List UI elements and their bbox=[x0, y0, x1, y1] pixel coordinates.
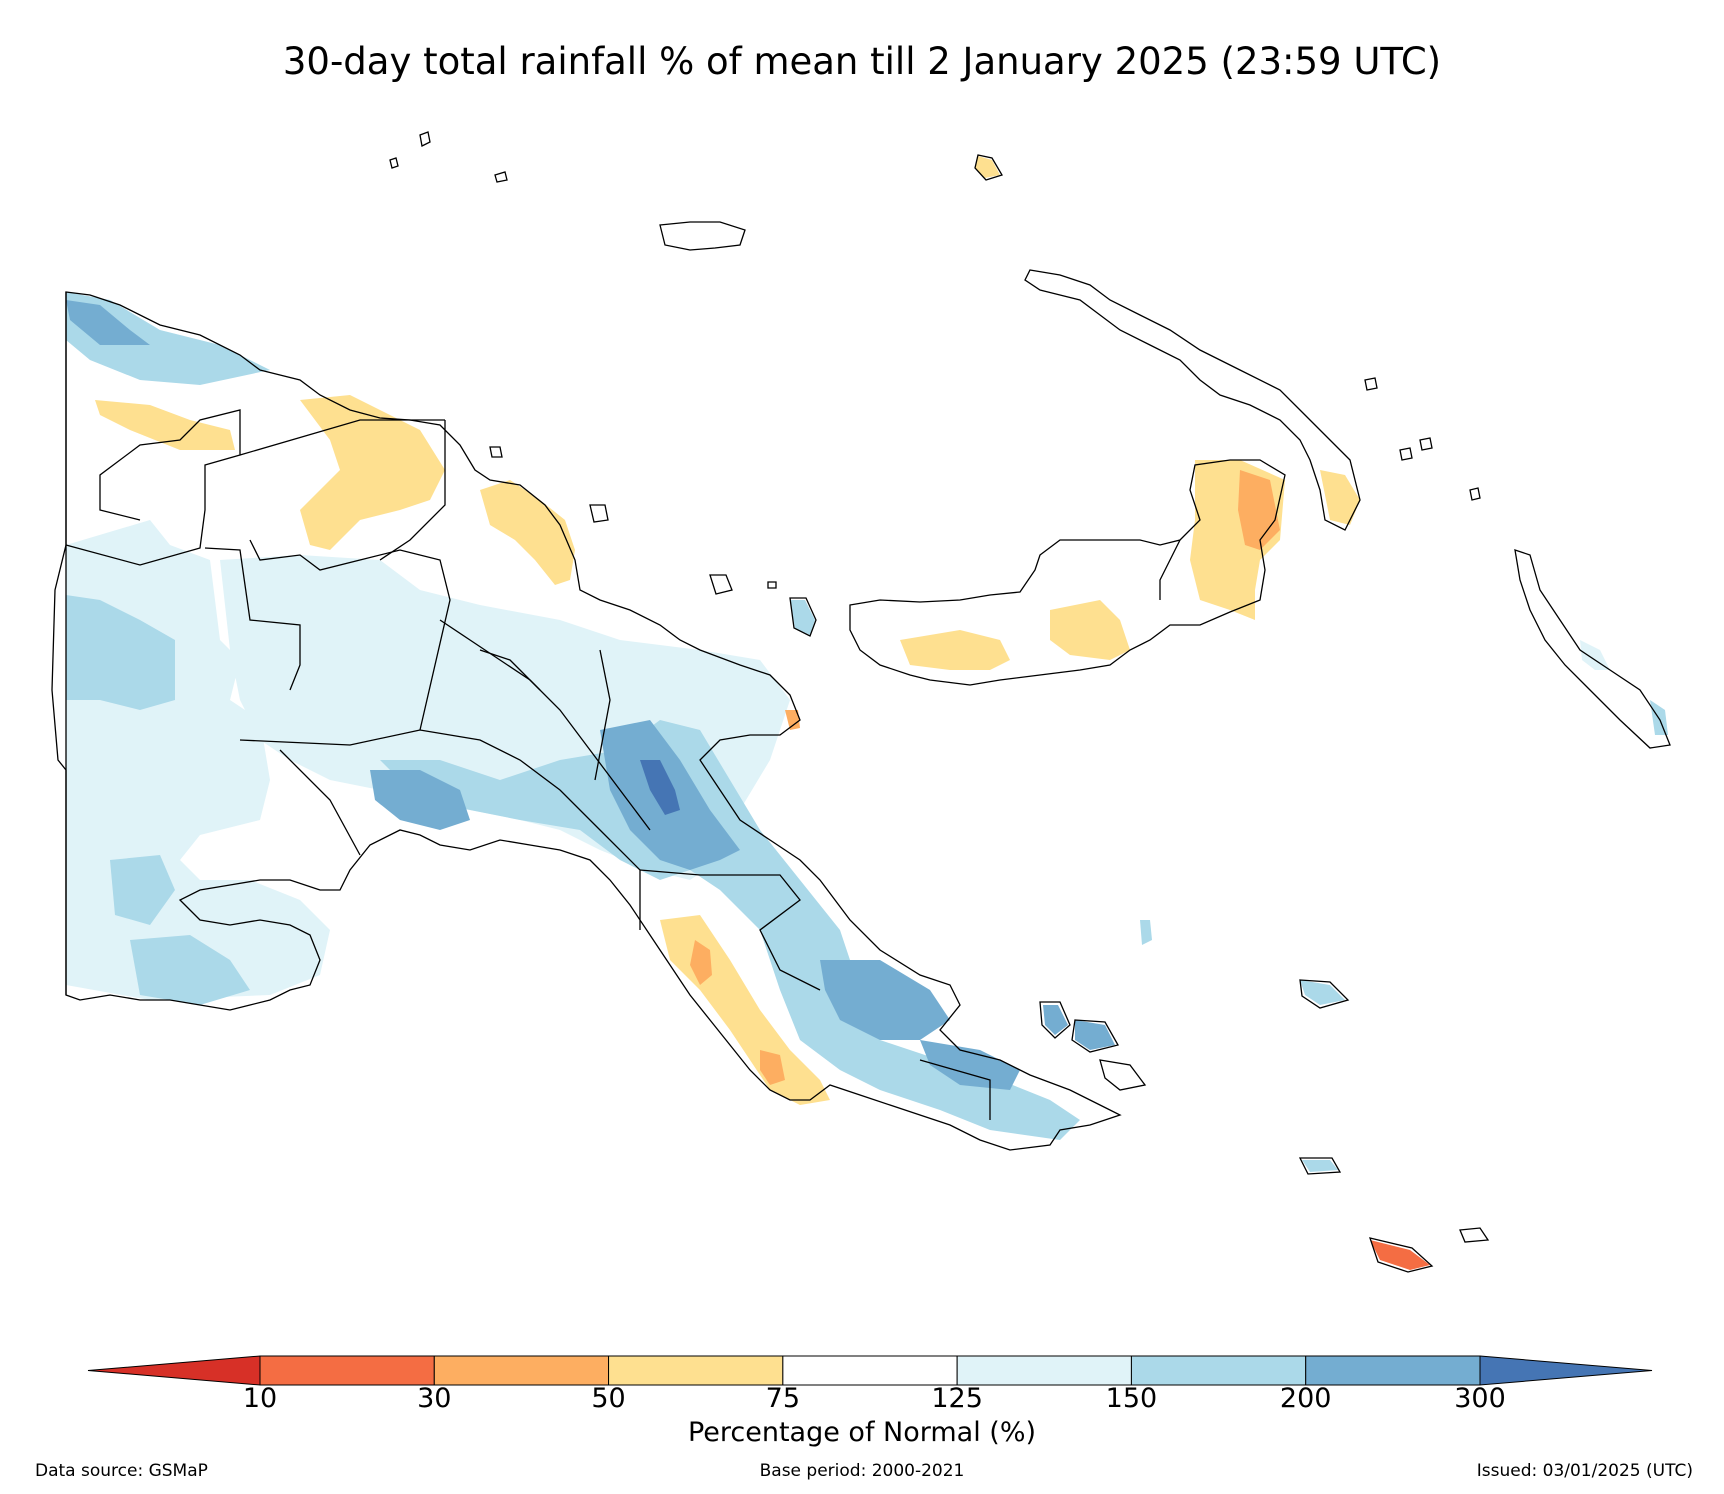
fergusson-island bbox=[1071, 1019, 1119, 1053]
new-britain-coastline bbox=[849, 459, 1286, 686]
bougainville-coastline bbox=[1514, 549, 1671, 749]
colorbar-tick-label: 10 bbox=[242, 1383, 278, 1414]
goodenough-island bbox=[1039, 1001, 1071, 1039]
woodlark-island bbox=[1298, 1157, 1342, 1175]
province-boundary-6 bbox=[239, 419, 445, 456]
new-ireland-dry bbox=[1320, 470, 1360, 525]
northwest-coast-blue bbox=[66, 292, 270, 385]
province-boundary-11 bbox=[639, 869, 821, 991]
colorbar-tick-label: 50 bbox=[591, 1383, 626, 1414]
colorbar-tick-label: 125 bbox=[931, 1383, 983, 1414]
colorbar-under-extension bbox=[87, 1355, 261, 1386]
colorbar-bin-200-300 bbox=[1305, 1355, 1481, 1386]
colorbar-over-extension bbox=[1479, 1355, 1653, 1386]
province-boundary-7 bbox=[379, 420, 446, 561]
island-blue-karkar bbox=[790, 600, 815, 635]
colorbar-bin-150-200 bbox=[1130, 1355, 1307, 1386]
province-boundary-8 bbox=[439, 619, 651, 831]
colorbar-tick-label: 30 bbox=[417, 1383, 452, 1414]
northwest-coast-dark-blue bbox=[66, 300, 150, 345]
colorbar-bin-125-150 bbox=[956, 1355, 1132, 1386]
normanby-island bbox=[1099, 1059, 1147, 1091]
north-island-2 bbox=[589, 504, 609, 523]
gulf-dark-blue-patch bbox=[370, 770, 470, 830]
new-britain-orange-core bbox=[1238, 470, 1280, 550]
west-mid-blue-patch-3 bbox=[130, 935, 250, 1005]
province-boundary-3 bbox=[239, 729, 641, 930]
manus-dry bbox=[975, 156, 1000, 178]
long-island bbox=[709, 574, 733, 595]
rossel-island bbox=[1369, 1237, 1434, 1273]
west-mid-blue-patch-1 bbox=[66, 595, 175, 710]
north-tiny-island-1 bbox=[419, 131, 431, 147]
trobriand-islands bbox=[1299, 979, 1350, 1009]
north-tiny-island-3 bbox=[494, 171, 508, 183]
new-britain-dry-center bbox=[1050, 600, 1130, 660]
rainfall-shading bbox=[66, 156, 1668, 1270]
island-blue-fergusson bbox=[1075, 1020, 1115, 1050]
colorbar-bin-10-30 bbox=[259, 1355, 435, 1386]
west-mid-blue-patch-2 bbox=[110, 855, 175, 925]
central-province-orange-1 bbox=[690, 940, 712, 985]
province-boundary-10 bbox=[479, 649, 541, 691]
colorbar-bin-50-75 bbox=[608, 1355, 784, 1386]
colorbar-tick-label: 300 bbox=[1454, 1383, 1506, 1414]
island-blue-trobriand bbox=[1300, 980, 1345, 1005]
sepik-dry-patch-2 bbox=[300, 395, 445, 550]
island-blue-dentrecasteaux bbox=[1140, 920, 1152, 945]
east-tiny-island-1 bbox=[1399, 447, 1413, 461]
north-tiny-island-2 bbox=[389, 157, 399, 169]
north-island-4 bbox=[767, 581, 777, 589]
karkar-island bbox=[789, 597, 817, 637]
central-darkest-blue-core bbox=[640, 760, 680, 815]
province-boundary-9 bbox=[594, 649, 611, 781]
colorbar-tick-label: 150 bbox=[1105, 1383, 1158, 1414]
province-boundary-4 bbox=[279, 749, 361, 856]
base-period-note: Base period: 2000-2021 bbox=[759, 1461, 965, 1481]
new-ireland-coastline bbox=[1024, 269, 1361, 531]
colorbar-bin-75-125 bbox=[782, 1355, 958, 1386]
madang-dry-patch bbox=[480, 480, 575, 585]
colorbar-label: Percentage of Normal (%) bbox=[687, 1417, 1037, 1448]
colorbar-tick-label: 75 bbox=[765, 1383, 801, 1414]
island-blue-goodenough bbox=[1043, 1005, 1068, 1035]
oro-dark-blue-patch bbox=[820, 960, 950, 1040]
province-boundary-12 bbox=[919, 1059, 991, 1120]
province-boundary-5 bbox=[249, 539, 451, 731]
province-boundary-1 bbox=[65, 409, 241, 566]
sepik-dry-patch-1 bbox=[95, 400, 235, 450]
top-island-1 bbox=[974, 154, 1003, 181]
mainland-coastline bbox=[65, 291, 1122, 1151]
rossel-island-orange bbox=[1370, 1240, 1430, 1270]
data-source-note: Data source: GSMaP bbox=[35, 1461, 208, 1481]
east-tiny-island-3 bbox=[1364, 377, 1378, 391]
bougainville-light-blue bbox=[1580, 640, 1610, 670]
east-tiny-island-2 bbox=[1469, 487, 1481, 501]
map-title: 30-day total rainfall % of mean till 2 J… bbox=[282, 40, 1442, 83]
central-province-orange-2 bbox=[760, 1050, 785, 1085]
new-britain-dry-west bbox=[900, 630, 1010, 670]
coastlines-and-boundaries bbox=[51, 131, 1671, 1273]
milne-bay-dark-blue bbox=[920, 1040, 1020, 1090]
colorbar-tick-label: 200 bbox=[1279, 1383, 1332, 1414]
madang-coast-orange bbox=[785, 710, 800, 730]
island-blue-woodlark bbox=[1302, 1160, 1338, 1172]
central-mid-blue-band bbox=[380, 720, 1080, 1140]
east-tiny-island-4 bbox=[1419, 437, 1433, 451]
colorbar-bin-30-50 bbox=[433, 1355, 610, 1386]
manus-coastline bbox=[659, 221, 746, 251]
issued-date-note: Issued: 03/01/2025 (UTC) bbox=[1476, 1461, 1693, 1481]
north-island-3 bbox=[489, 446, 503, 458]
new-britain-boundary bbox=[1159, 539, 1181, 600]
misima-island bbox=[1459, 1227, 1490, 1243]
province-boundary-2 bbox=[204, 547, 301, 691]
